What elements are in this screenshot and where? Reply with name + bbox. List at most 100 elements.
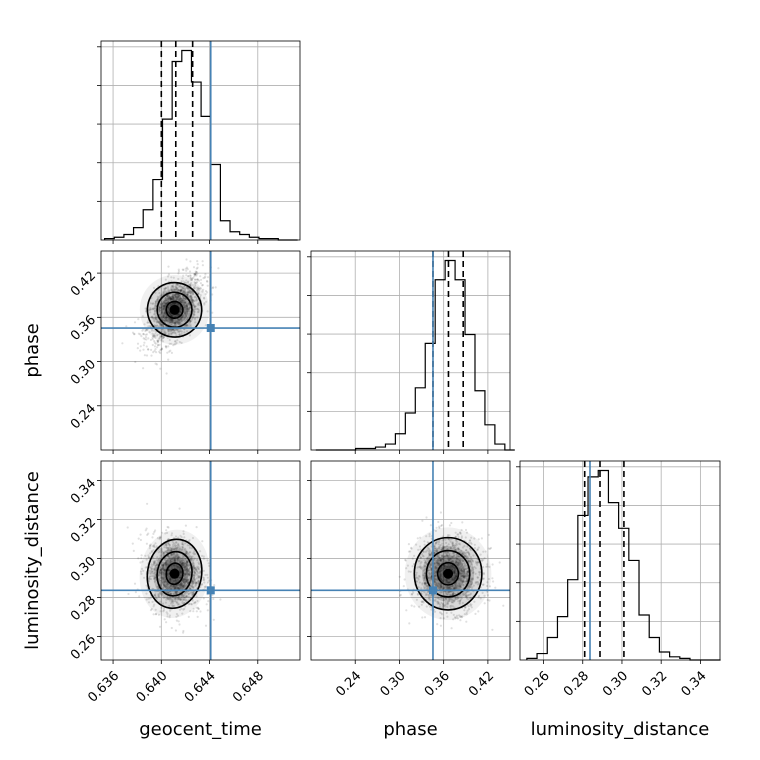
scatter-point bbox=[191, 580, 194, 583]
scatter-point bbox=[163, 558, 166, 561]
scatter-point bbox=[173, 296, 176, 299]
scatter-point bbox=[168, 294, 171, 297]
scatter-point bbox=[166, 309, 170, 312]
scatter-point bbox=[168, 616, 171, 619]
scatter-point bbox=[174, 564, 177, 567]
scatter-point bbox=[186, 561, 189, 565]
scatter-point bbox=[193, 578, 196, 581]
scatter-point bbox=[203, 297, 206, 300]
scatter-point bbox=[146, 502, 149, 505]
scatter-point bbox=[196, 278, 199, 281]
scatter-point bbox=[196, 286, 199, 289]
scatter-point bbox=[192, 582, 195, 586]
scatter-point bbox=[445, 554, 448, 557]
scatter-point bbox=[175, 590, 178, 594]
scatter-point bbox=[441, 539, 444, 542]
scatter-point bbox=[169, 313, 172, 316]
scatter-point bbox=[171, 286, 174, 289]
scatter-point bbox=[438, 556, 441, 559]
scatter-point bbox=[156, 346, 159, 349]
scatter-point bbox=[179, 300, 182, 303]
scatter-point bbox=[189, 275, 192, 278]
scatter-point bbox=[176, 295, 179, 299]
scatter-point bbox=[163, 311, 166, 314]
scatter-point bbox=[455, 555, 458, 559]
scatter-point bbox=[186, 570, 189, 573]
scatter-point bbox=[170, 600, 173, 603]
scatter-point bbox=[169, 303, 172, 307]
scatter-point bbox=[167, 299, 170, 302]
scatter-point bbox=[155, 564, 158, 567]
scatter-point bbox=[171, 331, 174, 334]
scatter-point bbox=[176, 321, 179, 324]
scatter-point bbox=[167, 273, 170, 276]
scatter-point bbox=[183, 306, 186, 309]
scatter-point bbox=[185, 579, 189, 583]
scatter-point bbox=[452, 592, 455, 595]
scatter-point bbox=[453, 587, 456, 590]
scatter-point bbox=[158, 292, 161, 295]
scatter-point bbox=[199, 550, 202, 553]
scatter-point bbox=[168, 604, 171, 608]
scatter-point bbox=[179, 311, 182, 314]
scatter-point bbox=[165, 544, 168, 547]
scatter-point bbox=[164, 304, 167, 307]
scatter-point bbox=[161, 305, 164, 308]
scatter-point bbox=[189, 574, 192, 577]
scatter-point bbox=[185, 571, 188, 574]
scatter-point bbox=[168, 585, 171, 588]
scatter-point bbox=[171, 605, 174, 608]
scatter-point bbox=[184, 309, 187, 312]
scatter-point bbox=[471, 577, 474, 580]
scatter-point bbox=[430, 567, 433, 570]
scatter-point bbox=[477, 594, 481, 597]
scatter-point bbox=[491, 577, 494, 580]
scatter-point bbox=[195, 606, 198, 609]
scatter-point bbox=[189, 279, 192, 282]
scatter-point bbox=[173, 580, 176, 583]
scatter-point bbox=[197, 607, 200, 611]
scatter-point bbox=[187, 308, 191, 311]
scatter-point bbox=[188, 546, 191, 549]
scatter-point bbox=[183, 607, 186, 610]
scatter-point bbox=[462, 584, 465, 587]
scatter-point bbox=[184, 573, 187, 576]
scatter-point bbox=[196, 280, 199, 284]
scatter-point bbox=[173, 322, 176, 325]
scatter-point bbox=[468, 584, 471, 587]
scatter-point bbox=[452, 551, 456, 555]
scatter-point bbox=[466, 595, 469, 598]
scatter-point bbox=[188, 334, 192, 337]
scatter-point bbox=[201, 264, 204, 267]
scatter-point bbox=[164, 561, 168, 565]
scatter-point bbox=[204, 275, 207, 278]
scatter-point bbox=[458, 558, 461, 561]
scatter-point bbox=[486, 598, 489, 602]
scatter-point bbox=[439, 591, 442, 594]
scatter-point bbox=[175, 584, 178, 587]
scatter-point bbox=[157, 308, 161, 311]
scatter-point bbox=[175, 293, 178, 296]
scatter-point bbox=[144, 554, 147, 557]
scatter-point bbox=[189, 260, 192, 263]
scatter-point bbox=[197, 566, 200, 569]
scatter-point bbox=[170, 584, 173, 587]
scatter-point bbox=[179, 582, 182, 586]
xtick-label-luminosity_distance: 0.34 bbox=[679, 669, 710, 700]
scatter-point bbox=[199, 287, 202, 290]
scatter-point bbox=[158, 538, 161, 541]
scatter-point bbox=[173, 552, 176, 555]
scatter-point bbox=[437, 543, 440, 546]
scatter-point bbox=[486, 594, 489, 597]
scatter-point bbox=[469, 604, 472, 607]
scatter-point bbox=[181, 543, 184, 546]
scatter-point bbox=[161, 315, 164, 318]
scatter-point bbox=[448, 534, 451, 537]
scatter-point bbox=[180, 570, 183, 573]
scatter-point bbox=[172, 296, 175, 299]
scatter-point bbox=[446, 554, 449, 557]
scatter-point bbox=[191, 591, 194, 595]
scatter-point bbox=[156, 563, 159, 566]
scatter-point bbox=[461, 559, 465, 562]
scatter-point bbox=[196, 606, 199, 609]
